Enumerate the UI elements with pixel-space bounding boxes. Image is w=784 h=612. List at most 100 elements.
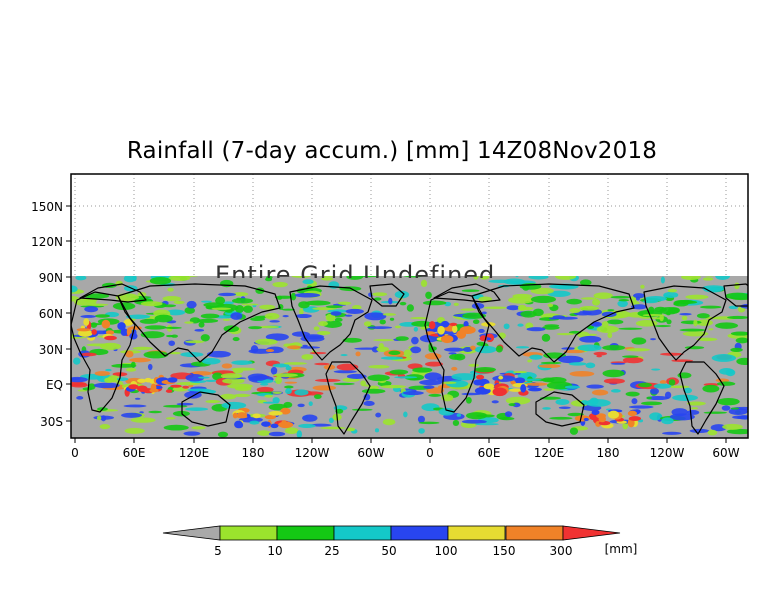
- rain-patch: [596, 354, 602, 358]
- rain-patch: [663, 294, 669, 298]
- rain-patch: [166, 334, 175, 338]
- rain-patch: [677, 372, 692, 379]
- rain-patch: [711, 354, 737, 362]
- rain-patch: [685, 294, 709, 300]
- heavy-rain-patch: [167, 377, 178, 383]
- rain-patch: [290, 292, 297, 301]
- rain-patch: [342, 337, 362, 343]
- rain-patch: [125, 367, 137, 372]
- rain-patch: [474, 367, 496, 373]
- rain-patch: [320, 426, 346, 430]
- rain-patch: [686, 410, 700, 415]
- rain-patch: [606, 319, 624, 325]
- rain-patch: [444, 347, 465, 352]
- rainfall-field: [71, 268, 748, 438]
- rain-patch: [569, 427, 579, 435]
- rain-patch: [686, 401, 706, 406]
- rain-patch: [468, 363, 480, 367]
- rain-patch: [334, 317, 343, 322]
- rain-patch: [182, 385, 189, 389]
- rain-patch: [284, 427, 299, 434]
- colorbar: 5 10 25 50 100 150 300 [mm]: [162, 525, 637, 558]
- rain-patch: [363, 321, 372, 327]
- rain-patch: [470, 345, 476, 351]
- rain-patch: [388, 297, 393, 305]
- rain-patch: [555, 398, 570, 406]
- rain-patch: [601, 321, 609, 328]
- rain-patch: [423, 385, 435, 389]
- rain-patch: [628, 405, 654, 409]
- rain-patch: [418, 428, 425, 434]
- heavy-rain-patch: [150, 383, 157, 392]
- rain-patch: [541, 333, 551, 342]
- rain-patch: [589, 397, 599, 405]
- heavy-rain-patch: [236, 421, 244, 429]
- rain-patch: [683, 387, 693, 394]
- rain-patch: [721, 405, 731, 411]
- heavy-rain-patch: [261, 421, 271, 427]
- rain-patch: [93, 382, 120, 389]
- rain-patch: [654, 324, 672, 328]
- rain-patch: [516, 346, 530, 349]
- heavy-rain-patch: [520, 384, 527, 393]
- rain-patch: [708, 328, 714, 331]
- rain-patch: [124, 427, 145, 434]
- rain-patch: [205, 379, 217, 382]
- heavy-rain-patch: [607, 410, 620, 419]
- rain-patch: [418, 421, 440, 425]
- rain-patch: [344, 314, 353, 317]
- rain-patch: [233, 393, 251, 398]
- rain-patch: [581, 297, 597, 300]
- rain-patch: [197, 376, 210, 379]
- lat-tick-label: 150N: [31, 200, 63, 214]
- rain-patch: [495, 345, 503, 353]
- rain-patch: [590, 321, 602, 327]
- rain-patch: [299, 308, 304, 316]
- rain-patch: [367, 374, 390, 382]
- rain-patch: [417, 415, 425, 423]
- lon-tick-label: 60E: [123, 446, 146, 460]
- rain-patch: [134, 397, 141, 400]
- rain-patch: [268, 431, 286, 437]
- rain-patch: [148, 410, 162, 414]
- rain-patch: [722, 423, 743, 430]
- rain-patch: [607, 332, 613, 339]
- rain-patch: [220, 373, 242, 379]
- rain-patch: [99, 423, 111, 430]
- lat-tick-label: 90N: [39, 271, 63, 285]
- rain-patch: [704, 276, 715, 277]
- lon-tick-label: 120E: [179, 446, 210, 460]
- rain-patch: [322, 320, 343, 328]
- rain-patch: [255, 338, 278, 345]
- rain-patch: [424, 353, 442, 360]
- rain-patch: [453, 302, 459, 306]
- rain-patch: [71, 285, 78, 293]
- rain-patch: [461, 289, 480, 292]
- heavy-rain-patch: [104, 335, 117, 341]
- rain-patch: [201, 300, 212, 303]
- rain-patch: [719, 367, 735, 375]
- heavy-rain-patch: [270, 423, 279, 429]
- rain-patch: [638, 382, 652, 388]
- rain-patch: [474, 345, 497, 354]
- rain-patch: [105, 368, 112, 372]
- rain-patch: [472, 319, 480, 325]
- rain-patch: [650, 338, 657, 341]
- rain-patch: [374, 428, 380, 433]
- rain-patch: [337, 301, 352, 305]
- rain-patch: [681, 315, 688, 321]
- rain-patch: [592, 298, 601, 306]
- rain-patch: [217, 431, 229, 438]
- rain-patch: [703, 287, 723, 293]
- rain-patch: [351, 408, 373, 411]
- heavy-rain-patch: [483, 383, 495, 390]
- rain-patch: [248, 326, 262, 330]
- rain-patch: [309, 351, 327, 355]
- rain-patch: [504, 411, 513, 418]
- rain-patch: [607, 309, 615, 312]
- rain-patch: [373, 338, 395, 342]
- rain-patch: [225, 310, 233, 313]
- rain-patch: [718, 268, 731, 273]
- rain-patch: [265, 277, 273, 282]
- rain-patch: [221, 363, 233, 369]
